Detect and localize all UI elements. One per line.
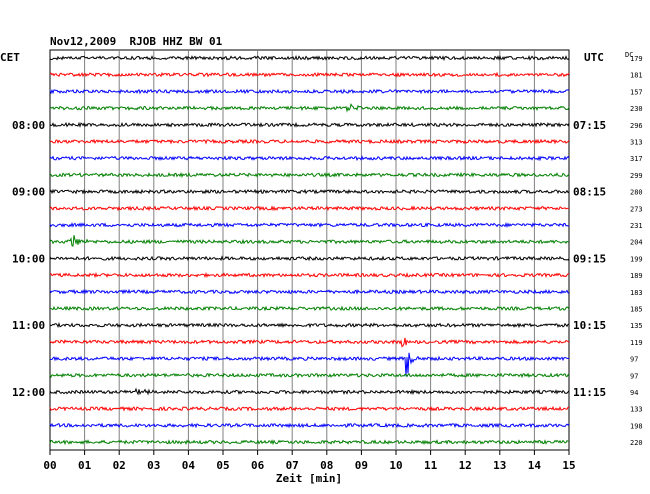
plot-title: Nov12,2009 RJOB HHZ BW 01 (50, 35, 223, 48)
trace-line (49, 155, 570, 162)
trace-line (49, 337, 570, 348)
dc-offset-label: 280 (630, 189, 643, 197)
dc-offset-label: 220 (630, 439, 643, 447)
trace-line (49, 439, 570, 446)
x-tick-label: 15 (562, 459, 575, 472)
dc-offset-label: 183 (630, 289, 643, 297)
x-tick-label: 12 (459, 459, 472, 472)
cet-hour-label: 11:00 (12, 319, 45, 332)
dc-offset-label: 313 (630, 139, 643, 147)
dc-offset-label: 199 (630, 255, 643, 263)
trace-line (49, 88, 570, 95)
x-tick-label: 01 (78, 459, 92, 472)
trace-line (49, 205, 570, 212)
trace-line (50, 272, 570, 279)
trace-line (49, 121, 570, 128)
trace-line (49, 188, 570, 195)
utc-hour-label: 11:15 (573, 386, 606, 399)
trace-line (49, 255, 570, 262)
dc-offset-label: 299 (630, 172, 643, 180)
trace-line (49, 288, 570, 295)
cet-hour-label: 08:00 (12, 119, 45, 132)
dc-column-header: DC (625, 51, 633, 59)
utc-hour-label: 08:15 (573, 186, 606, 199)
dc-offset-label: 189 (630, 272, 643, 280)
x-tick-label: 06 (251, 459, 265, 472)
dc-offset-label: 231 (630, 222, 643, 230)
dc-offset-label: 94 (630, 389, 638, 397)
trace-line (49, 102, 570, 113)
x-tick-label: 04 (182, 459, 196, 472)
trace-line (49, 422, 570, 429)
dc-offset-label: 181 (630, 72, 643, 80)
trace-line (49, 138, 570, 145)
dc-offset-label: 296 (630, 122, 643, 130)
dc-offset-label: 204 (630, 239, 643, 247)
dc-offset-label: 273 (630, 205, 643, 213)
utc-hour-label: 10:15 (573, 319, 606, 332)
trace-group (49, 54, 570, 446)
x-tick-label: 10 (389, 459, 402, 472)
x-tick-label: 14 (528, 459, 542, 472)
dc-offset-label: 230 (630, 105, 643, 113)
dc-offset-label: 157 (630, 88, 643, 96)
trace-line (49, 405, 569, 412)
dc-offset-label: 179 (630, 55, 643, 63)
x-tick-label: 13 (493, 459, 506, 472)
x-tick-label: 05 (216, 459, 229, 472)
trace-line (49, 372, 570, 379)
cet-hour-label: 10:00 (12, 252, 45, 265)
dc-offset-label: 97 (630, 356, 638, 364)
x-tick-label: 09 (355, 459, 368, 472)
right-timezone-label: UTC (584, 51, 604, 64)
dc-offset-label: 317 (630, 155, 643, 163)
trace-line (49, 221, 570, 229)
x-tick-label: 03 (147, 459, 160, 472)
x-tick-label: 08 (320, 459, 333, 472)
trace-line (49, 352, 570, 377)
trace-line (49, 387, 570, 396)
trace-line (49, 321, 570, 329)
x-tick-label: 07 (286, 459, 299, 472)
label-group: 179 181 157 230 296 313 317 299 280 273 231 204 199 1… (12, 55, 643, 472)
trace-line (49, 54, 570, 62)
cet-hour-label: 12:00 (12, 386, 45, 399)
dc-offset-label: 97 (630, 372, 638, 380)
dc-offset-label: 198 (630, 422, 643, 430)
left-timezone-label: CET (0, 51, 20, 64)
trace-line (50, 305, 570, 312)
trace-line (49, 235, 570, 247)
dc-offset-label: 185 (630, 306, 643, 314)
x-tick-label: 11 (424, 459, 438, 472)
x-tick-label: 02 (113, 459, 126, 472)
plot-frame (49, 49, 570, 451)
dc-offset-label: 133 (630, 406, 643, 414)
x-axis-label: Zeit [min] (276, 472, 342, 485)
utc-hour-label: 07:15 (573, 119, 606, 132)
dc-offset-label: 119 (630, 339, 643, 347)
utc-hour-label: 09:15 (573, 252, 606, 265)
cet-hour-label: 09:00 (12, 186, 45, 199)
trace-line (49, 71, 570, 78)
minute-grid (84, 50, 535, 450)
trace-line (49, 171, 570, 178)
x-tick-label: 00 (43, 459, 56, 472)
dc-offset-label: 135 (630, 322, 643, 330)
